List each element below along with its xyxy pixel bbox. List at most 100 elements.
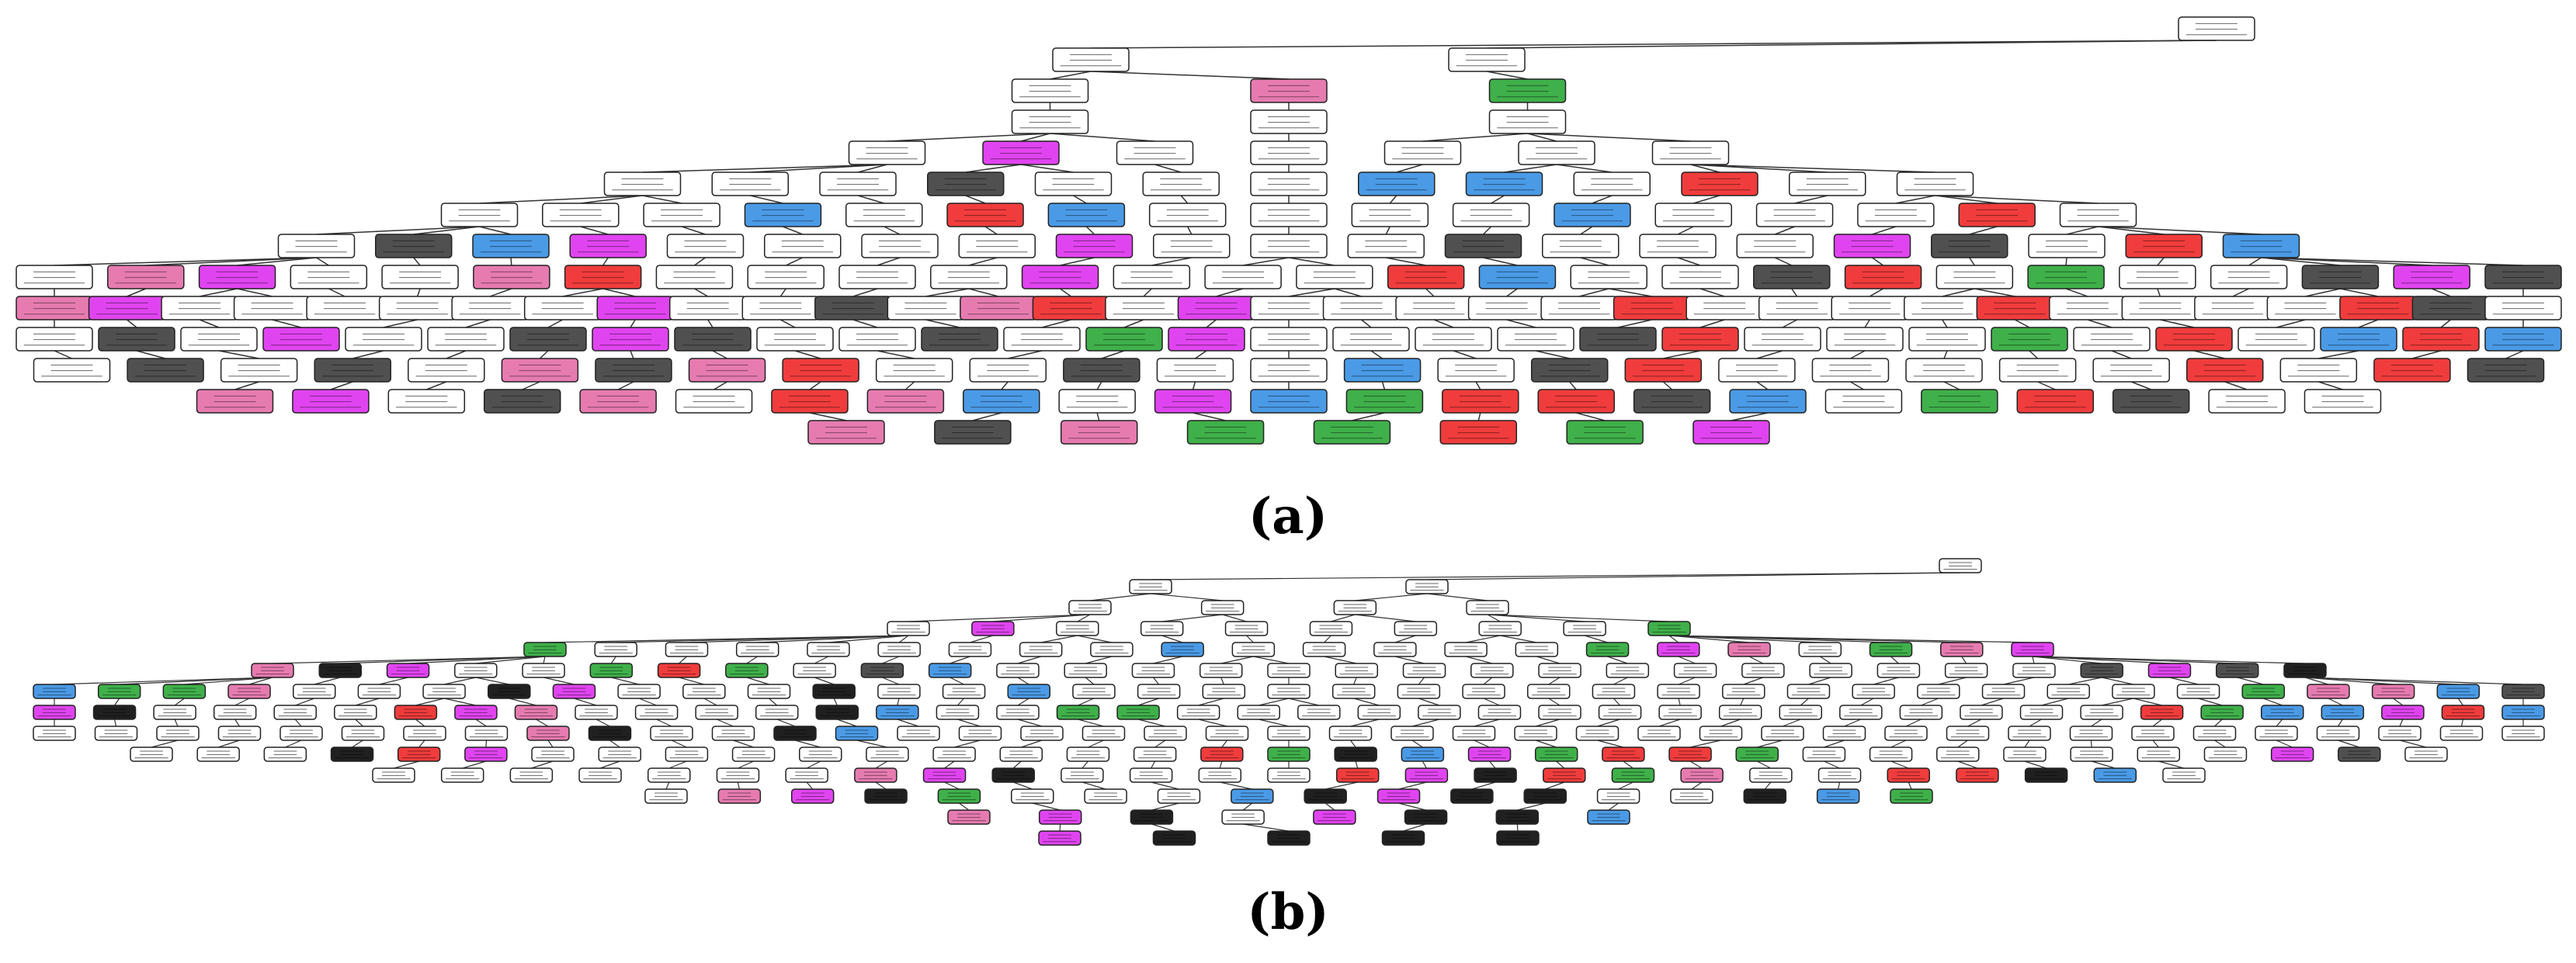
split-node	[617, 684, 661, 699]
split-node	[1397, 684, 1441, 699]
tree-edge	[1869, 288, 1883, 297]
tree-edge	[1151, 781, 1179, 790]
caption-a: (a)	[1248, 487, 1328, 546]
tree-edge	[2037, 381, 2056, 390]
tree-edge	[2029, 719, 2042, 727]
tree-edge	[1748, 656, 1764, 664]
leaf-node-red	[1681, 171, 1758, 196]
tree-edge	[630, 350, 634, 359]
tree-edge	[531, 760, 554, 769]
leaf-node-red	[1958, 203, 2036, 227]
tree-edge	[713, 381, 727, 390]
tree-edge	[1221, 740, 1227, 748]
leaf-node-pink	[688, 358, 766, 383]
tree-edge	[2214, 740, 2226, 748]
tree-edge	[1324, 635, 1331, 643]
tree-edge	[1001, 381, 1009, 390]
leaf-node-black	[488, 684, 531, 699]
tree-edge	[1668, 635, 2033, 643]
split-node	[273, 705, 317, 720]
tree-edge	[1486, 40, 2217, 49]
split-node	[675, 389, 753, 414]
tree-edge	[746, 677, 769, 685]
split-node	[1202, 684, 1246, 699]
split-node	[440, 767, 484, 783]
tree-edge	[1180, 195, 1189, 204]
tree-edge	[925, 288, 969, 297]
split-node	[180, 327, 258, 352]
leaf-node-blue	[1816, 788, 1860, 804]
tree-edge	[1192, 381, 1196, 390]
split-node	[1148, 203, 1227, 227]
tree-edge	[1824, 760, 1840, 769]
split-node	[644, 788, 688, 804]
tree-edge	[1193, 412, 1226, 421]
leaf-node-dark	[927, 171, 1005, 196]
leaf-node-pink	[251, 663, 294, 678]
leaf-node-black	[1404, 809, 1448, 825]
split-node	[1224, 621, 1269, 636]
tree-edge	[1690, 164, 1720, 173]
split-node	[1936, 746, 1980, 762]
split-node	[1670, 788, 1713, 804]
split-node	[936, 705, 980, 720]
tree-edge	[199, 319, 220, 328]
tree-edge	[2460, 719, 2464, 727]
split-node	[1068, 600, 1112, 615]
tree-edge	[611, 677, 640, 685]
tree-edge	[1088, 740, 1104, 748]
leaf-node-green	[1585, 642, 1630, 657]
tree-edge	[642, 195, 682, 204]
tree-edge	[738, 760, 754, 769]
leaf-node-black	[1152, 830, 1196, 846]
split-node	[1011, 788, 1054, 804]
tree-edge	[1890, 760, 1909, 769]
leaf-node-dark	[814, 296, 892, 320]
leaf-node-red	[1200, 746, 1244, 762]
tree-edge	[1151, 760, 1156, 769]
tree-edge	[746, 656, 759, 664]
tree-edge	[1090, 40, 2217, 49]
split-node	[1137, 684, 1181, 699]
split-node	[1204, 265, 1282, 289]
tree-edge	[509, 698, 536, 706]
split-node	[603, 171, 682, 196]
leaf-node-magenta	[33, 705, 76, 720]
tree-edge	[1483, 698, 1500, 706]
leaf-node-green	[1611, 767, 1655, 783]
tree-edge	[355, 719, 363, 727]
tree-edge	[1050, 133, 1155, 142]
leaf-node-red	[1661, 327, 1739, 352]
tree-edge	[475, 719, 487, 727]
split-node	[1084, 788, 1127, 804]
leaf-node-magenta	[1404, 767, 1449, 783]
split-node	[669, 296, 747, 320]
tree-edge	[2133, 698, 2162, 706]
tree-edge	[1041, 319, 1071, 328]
leaf-node-pink	[854, 767, 897, 783]
split-node	[1741, 663, 1785, 678]
split-node	[1129, 579, 1172, 594]
tree-edge	[970, 635, 994, 643]
split-node	[2208, 389, 2286, 414]
split-node	[1779, 705, 1823, 720]
tree-edge	[562, 288, 603, 297]
tree-edge	[809, 412, 847, 421]
tree-edge	[119, 677, 273, 685]
leaf-node-black	[318, 663, 363, 678]
tree-edge	[1331, 614, 1356, 622]
tree-edge	[285, 740, 302, 748]
tree-edge	[1689, 740, 1721, 748]
tree-edge	[1425, 288, 1435, 297]
leaf-node-blue	[1401, 746, 1445, 762]
split-node	[643, 203, 720, 227]
split-node	[1357, 705, 1401, 720]
tree-edge	[1556, 164, 1613, 173]
tree-edge	[1137, 698, 1159, 706]
leaf-node-dark	[2301, 265, 2380, 289]
tree-edge	[972, 412, 1002, 421]
tree-edge	[1242, 257, 1290, 266]
tree-edge	[2098, 226, 2165, 235]
tree-edge	[875, 781, 887, 790]
tree-edge	[1198, 719, 1227, 727]
